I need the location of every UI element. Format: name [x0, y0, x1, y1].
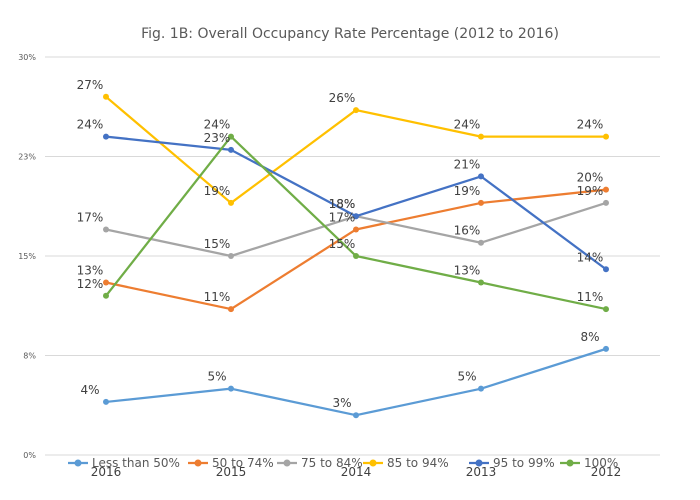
- data-point: [103, 279, 109, 286]
- data-label: 5%: [207, 370, 226, 384]
- data-point: [478, 239, 484, 246]
- data-point: [603, 345, 609, 352]
- data-point: [603, 186, 609, 193]
- data-label: 3%: [332, 396, 351, 410]
- data-label: 24%: [77, 118, 104, 132]
- data-label: 17%: [77, 210, 104, 224]
- data-point: [228, 133, 234, 140]
- data-label: 11%: [577, 290, 604, 304]
- data-point: [228, 199, 234, 206]
- data-label: 13%: [454, 264, 481, 278]
- x-tick-label: 2016: [91, 465, 122, 479]
- data-point: [103, 292, 109, 299]
- data-point: [353, 253, 359, 259]
- data-point: [603, 306, 609, 313]
- x-tick-label: 2014: [341, 465, 372, 479]
- y-tick-label: 23%: [18, 153, 36, 162]
- data-point: [478, 279, 484, 286]
- data-point: [478, 199, 484, 206]
- chart-title: Fig. 1B: Overall Occupancy Rate Percenta…: [141, 26, 559, 42]
- legend-swatch-marker: [475, 459, 483, 467]
- data-label: 15%: [204, 237, 231, 251]
- legend-label: 75 to 84%: [301, 456, 363, 470]
- data-point: [603, 266, 609, 273]
- data-point: [103, 133, 109, 140]
- data-label: 12%: [77, 277, 104, 291]
- data-point: [478, 173, 484, 180]
- legend-label: 85 to 94%: [387, 456, 449, 470]
- series-line: [105, 347, 607, 417]
- data-point: [353, 107, 359, 114]
- legend-label: Less than 50%: [92, 456, 180, 470]
- data-point: [603, 199, 609, 206]
- legend-swatch-marker: [369, 459, 377, 467]
- x-tick-label: 2013: [466, 465, 497, 479]
- data-label: 19%: [204, 184, 231, 198]
- data-point: [353, 226, 359, 233]
- y-tick-label: 0%: [23, 451, 36, 460]
- data-label: 8%: [580, 330, 599, 344]
- data-label: 14%: [577, 250, 604, 264]
- legend-label: 95 to 99%: [493, 456, 555, 470]
- data-point: [103, 398, 109, 405]
- legend-swatch-marker: [566, 459, 574, 467]
- data-label: 24%: [204, 118, 231, 132]
- data-point: [103, 93, 109, 100]
- legend-label: 100%: [584, 456, 618, 470]
- series-line: [105, 188, 607, 311]
- y-tick-label: 8%: [23, 352, 36, 361]
- data-label: 16%: [454, 224, 481, 238]
- data-label: 26%: [329, 91, 356, 105]
- data-point: [228, 385, 234, 392]
- data-point: [478, 133, 484, 140]
- data-label: 18%: [329, 197, 356, 211]
- data-label: 13%: [77, 264, 104, 278]
- data-label: 19%: [577, 184, 604, 198]
- legend-swatch-marker: [74, 459, 82, 467]
- data-label: 21%: [454, 157, 481, 171]
- data-label: 4%: [80, 383, 99, 397]
- data-point: [228, 146, 234, 153]
- data-point: [353, 412, 359, 419]
- y-tick-label: 30%: [18, 53, 36, 62]
- data-label: 15%: [329, 237, 356, 251]
- y-tick-label: 15%: [18, 252, 36, 261]
- data-point: [103, 226, 109, 233]
- data-label: 24%: [454, 118, 481, 132]
- data-label: 17%: [329, 210, 356, 224]
- series-line: [105, 135, 607, 311]
- data-label: 11%: [204, 290, 231, 304]
- data-point: [228, 253, 234, 259]
- data-label: 5%: [457, 370, 476, 384]
- data-label: 27%: [77, 78, 104, 92]
- data-label: 24%: [577, 118, 604, 132]
- data-label: 20%: [577, 171, 604, 185]
- data-point: [228, 306, 234, 313]
- data-label: 23%: [204, 131, 231, 145]
- legend-swatch-marker: [194, 459, 202, 467]
- data-label: 19%: [454, 184, 481, 198]
- data-label: 18%: [329, 197, 356, 211]
- data-point: [478, 385, 484, 392]
- legend-label: 50 to 74%: [212, 456, 274, 470]
- x-tick-label: 2015: [216, 465, 247, 479]
- legend-swatch-marker: [283, 459, 291, 467]
- x-tick-label: 2012: [591, 465, 622, 479]
- data-point: [353, 213, 359, 220]
- data-point: [603, 133, 609, 140]
